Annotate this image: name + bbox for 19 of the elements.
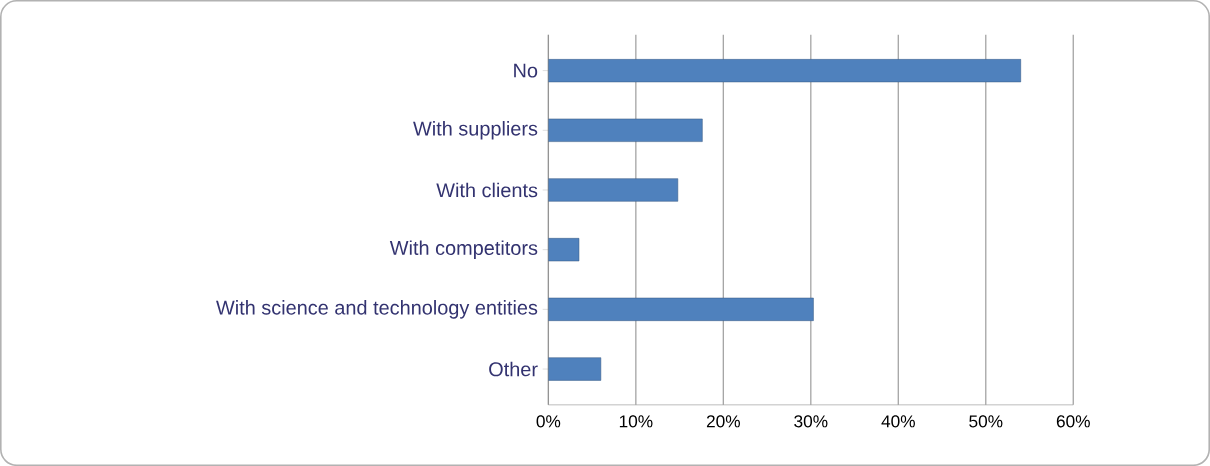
x-tick-label: 60% xyxy=(1056,415,1090,428)
bar xyxy=(548,238,580,262)
bar xyxy=(548,118,703,142)
bar xyxy=(548,58,1022,83)
y-tick-label: With science and technology entities xyxy=(216,300,538,319)
x-tick-label: 0% xyxy=(536,415,561,428)
x-tick-label: 30% xyxy=(794,415,828,428)
x-tick-label: 50% xyxy=(969,415,1003,428)
y-tick-label: With suppliers xyxy=(413,120,538,140)
bar xyxy=(548,297,814,321)
y-tick-label: With competitors xyxy=(389,240,538,259)
x-tick-label: 40% xyxy=(881,415,915,428)
y-tick-label: Other xyxy=(489,361,538,377)
y-tick-label: No xyxy=(514,63,538,78)
bar xyxy=(548,357,602,381)
x-tick-label: 20% xyxy=(706,415,740,428)
x-tick-label: 10% xyxy=(619,415,653,428)
y-tick-label: With clients xyxy=(436,182,538,198)
bar xyxy=(548,178,679,202)
